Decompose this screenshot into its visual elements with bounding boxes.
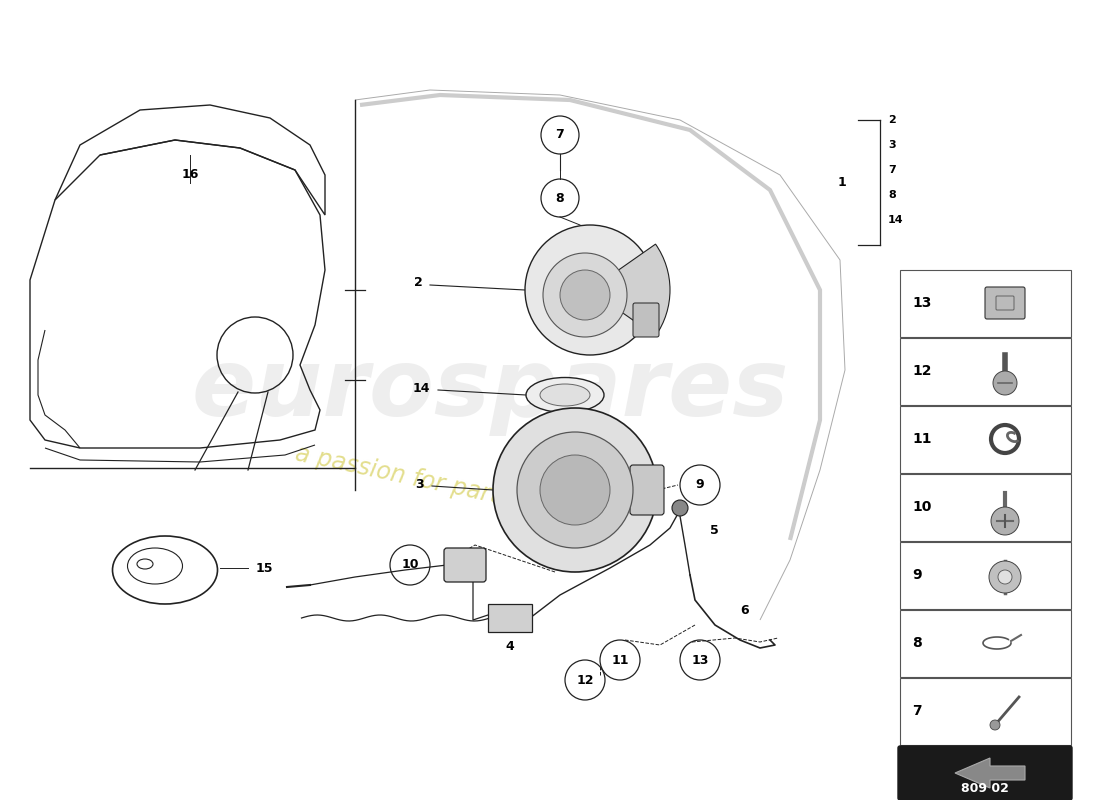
FancyBboxPatch shape	[632, 303, 659, 337]
Text: 14: 14	[888, 215, 903, 225]
Circle shape	[991, 507, 1019, 535]
Text: 16: 16	[182, 169, 199, 182]
Text: 9: 9	[695, 478, 704, 491]
Text: 13: 13	[691, 654, 708, 666]
Text: eurospares: eurospares	[191, 344, 789, 436]
Text: 5: 5	[710, 523, 718, 537]
Text: 14: 14	[412, 382, 430, 394]
Circle shape	[998, 570, 1012, 584]
Text: 7: 7	[912, 704, 922, 718]
Text: 12: 12	[576, 674, 594, 686]
Text: 3: 3	[416, 478, 424, 490]
Circle shape	[560, 270, 610, 320]
Circle shape	[993, 371, 1018, 395]
Text: 9: 9	[912, 568, 922, 582]
Text: 11: 11	[912, 432, 932, 446]
Text: 11: 11	[612, 654, 629, 666]
FancyBboxPatch shape	[630, 465, 664, 515]
FancyBboxPatch shape	[898, 746, 1072, 800]
Wedge shape	[590, 244, 670, 336]
Text: 8: 8	[556, 191, 564, 205]
Text: 3: 3	[888, 140, 895, 150]
Circle shape	[543, 253, 627, 337]
Ellipse shape	[540, 384, 590, 406]
Text: 8: 8	[888, 190, 895, 200]
Text: 1: 1	[837, 175, 846, 189]
Text: 15: 15	[256, 562, 274, 574]
Text: 2: 2	[415, 277, 424, 290]
Text: 8: 8	[912, 636, 922, 650]
FancyBboxPatch shape	[984, 287, 1025, 319]
FancyBboxPatch shape	[444, 548, 486, 582]
Polygon shape	[955, 758, 1025, 788]
Text: 10: 10	[402, 558, 419, 571]
Text: 2: 2	[888, 115, 895, 125]
Text: 13: 13	[912, 296, 932, 310]
Text: 7: 7	[556, 129, 564, 142]
Circle shape	[989, 561, 1021, 593]
Circle shape	[990, 720, 1000, 730]
Text: a passion for parts since 1985: a passion for parts since 1985	[293, 441, 647, 539]
Circle shape	[493, 408, 657, 572]
Ellipse shape	[526, 378, 604, 413]
Text: 6: 6	[740, 603, 749, 617]
Text: 7: 7	[888, 165, 895, 175]
Text: 809 02: 809 02	[961, 782, 1009, 794]
Circle shape	[540, 455, 611, 525]
Circle shape	[517, 432, 632, 548]
FancyBboxPatch shape	[488, 604, 532, 632]
Text: 12: 12	[912, 364, 932, 378]
Circle shape	[525, 225, 654, 355]
Text: 4: 4	[506, 639, 515, 653]
Text: 10: 10	[912, 500, 932, 514]
Circle shape	[672, 500, 688, 516]
